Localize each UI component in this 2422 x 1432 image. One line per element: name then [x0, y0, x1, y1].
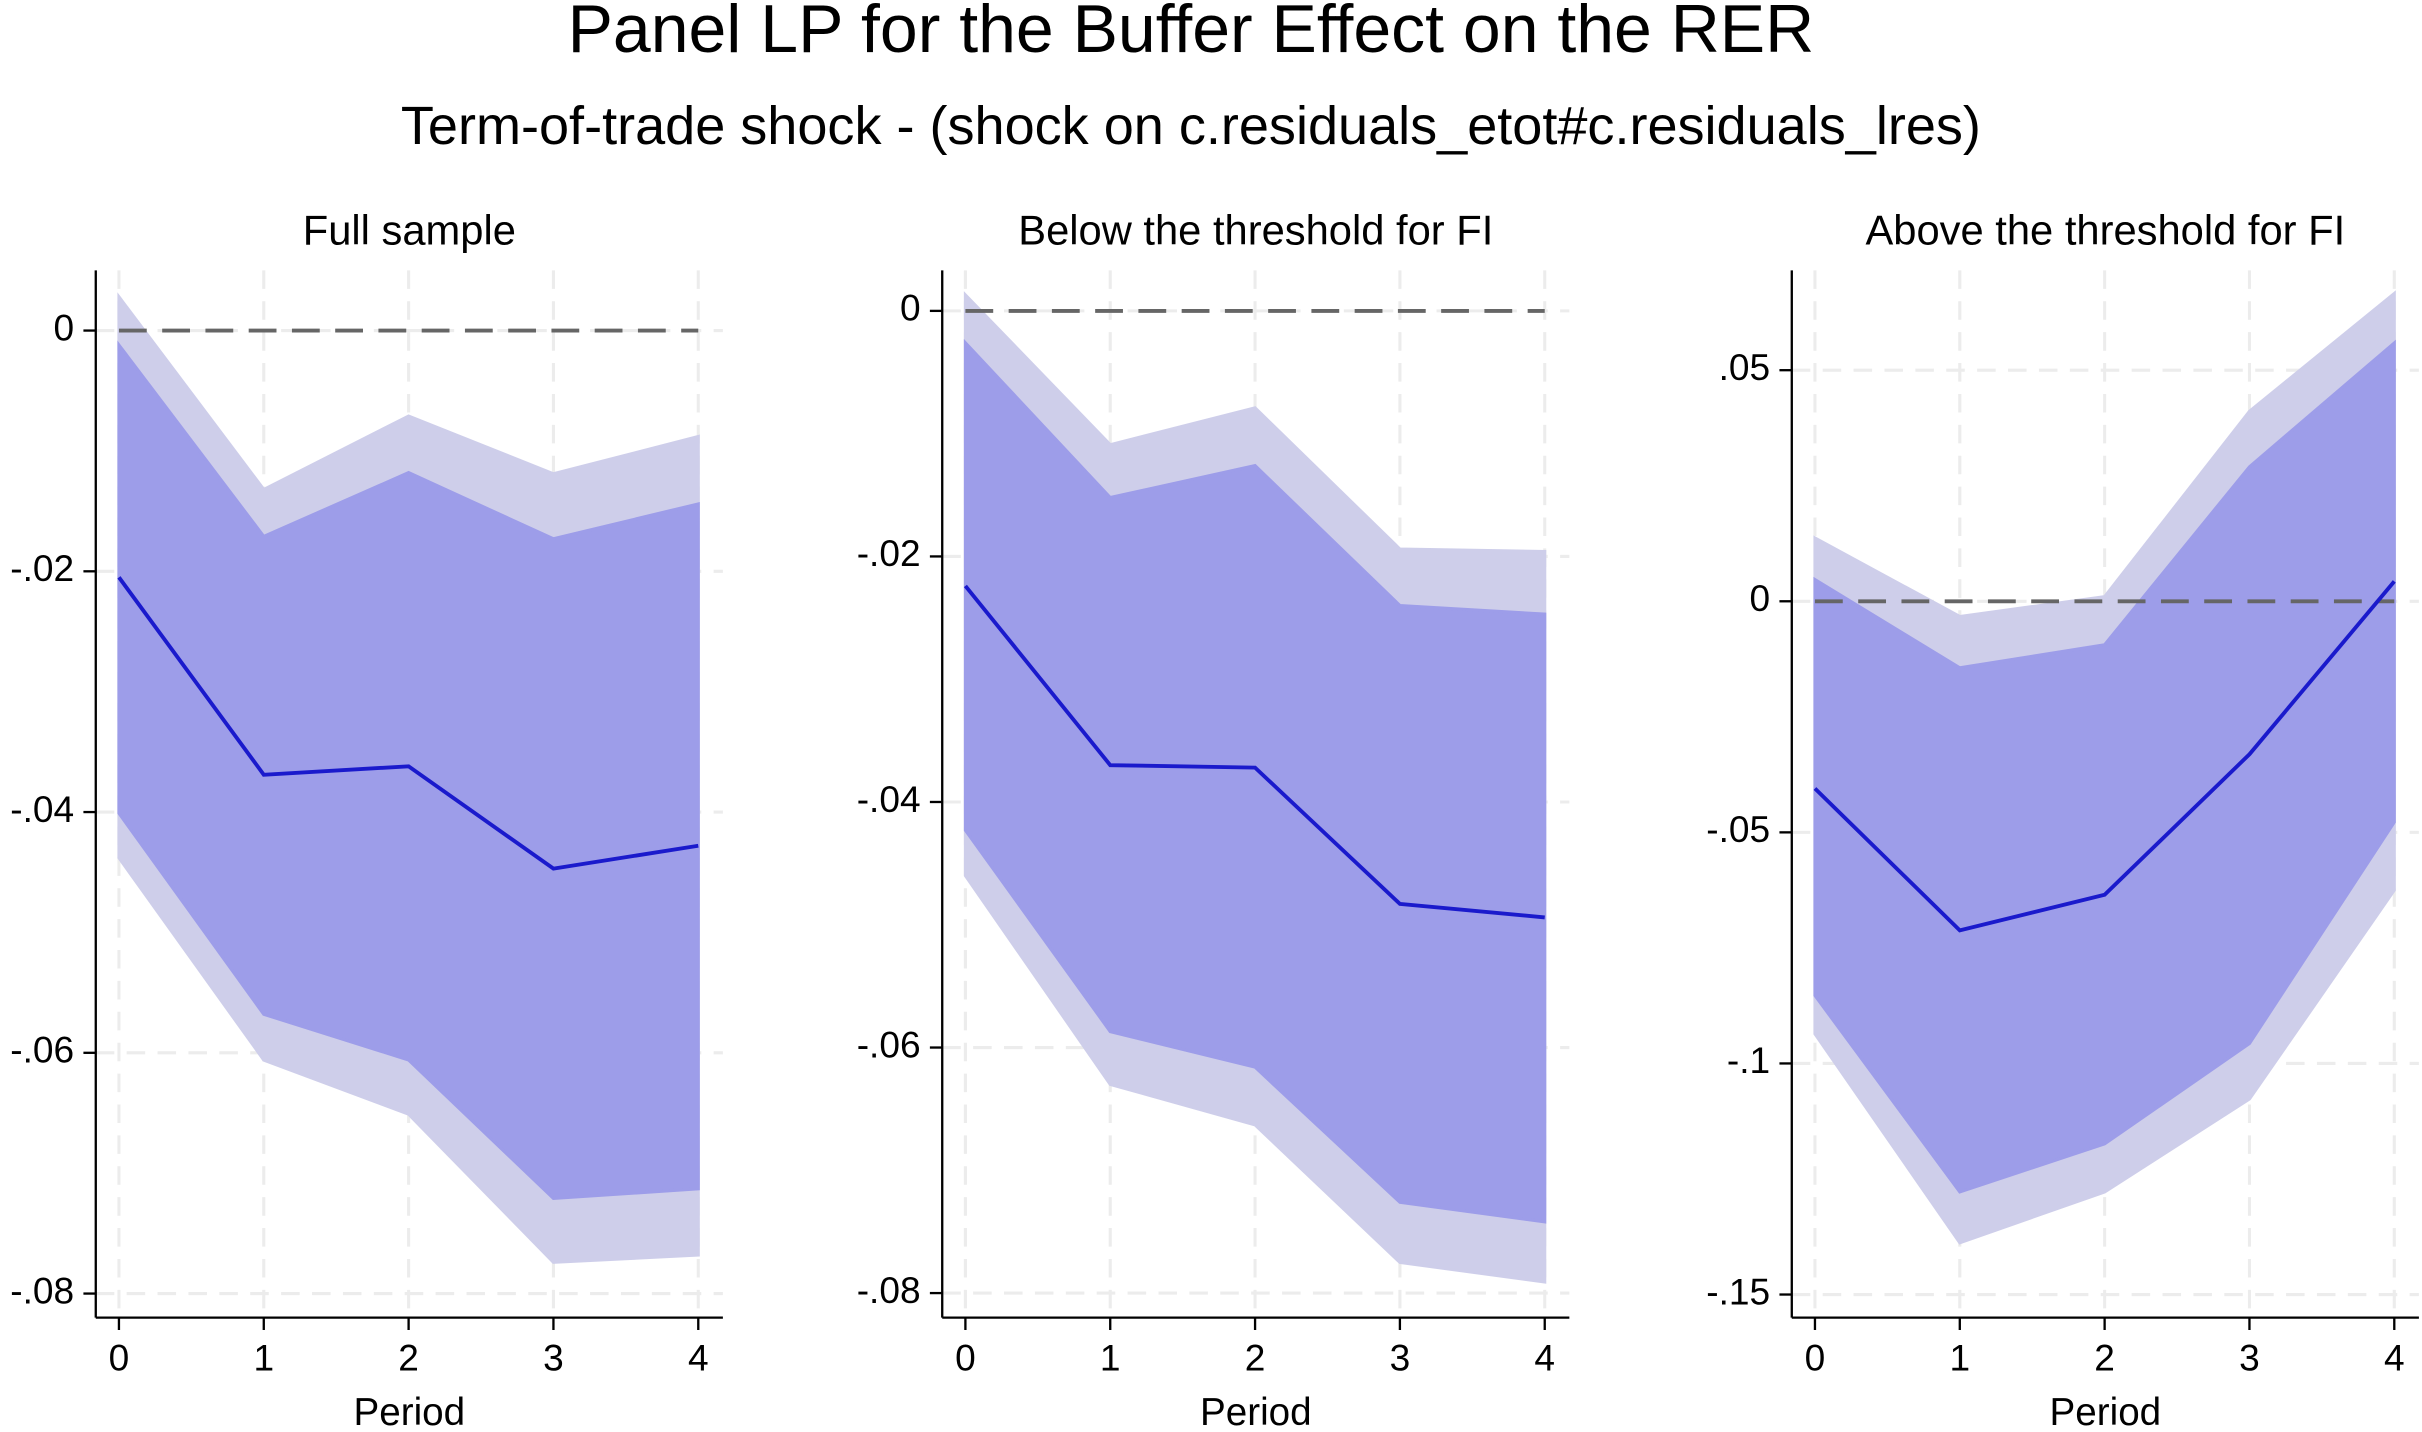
x-axis-label: Period: [2050, 1391, 2162, 1432]
y-tick-label: -.08: [857, 1269, 921, 1311]
y-tick-label: .05: [1719, 346, 1771, 388]
chart-subtitle: Term-of-trade shock - (shock on c.residu…: [401, 96, 1981, 156]
chart-title: Panel LP for the Buffer Effect on the RE…: [568, 0, 1815, 67]
y-tick-label: -.06: [10, 1029, 74, 1071]
x-axis-label: Period: [354, 1391, 466, 1432]
x-tick-label: 3: [543, 1337, 564, 1379]
y-tick-label: -.08: [10, 1269, 74, 1311]
y-tick-label: -.05: [1706, 808, 1770, 850]
x-tick-label: 3: [2239, 1337, 2260, 1379]
x-tick-label: 2: [1245, 1337, 1266, 1379]
panel-title: Above the threshold for FI: [1866, 206, 2346, 253]
x-tick-label: 0: [1805, 1337, 1826, 1379]
y-tick-label: 0: [900, 287, 921, 329]
y-tick-label: -.04: [10, 788, 74, 830]
y-tick-label: -.02: [857, 532, 921, 574]
x-tick-label: 0: [109, 1337, 130, 1379]
panel-title: Below the threshold for FI: [1018, 206, 1493, 253]
x-tick-label: 4: [688, 1337, 709, 1379]
x-axis-label: Period: [1200, 1391, 1312, 1432]
y-tick-label: -.15: [1706, 1270, 1770, 1312]
x-tick-label: 2: [398, 1337, 419, 1379]
confidence-band: [117, 340, 700, 1201]
y-tick-label: -.02: [10, 547, 74, 589]
x-tick-label: 3: [1390, 1337, 1411, 1379]
y-tick-label: -.06: [857, 1023, 921, 1065]
x-tick-label: 1: [1949, 1337, 1970, 1379]
x-tick-label: 4: [1534, 1337, 1555, 1379]
x-tick-label: 0: [955, 1337, 976, 1379]
x-tick-label: 1: [1100, 1337, 1121, 1379]
line: [117, 576, 699, 871]
y-tick-label: -.04: [857, 778, 921, 820]
line: [963, 584, 1545, 920]
x-tick-label: 4: [2384, 1337, 2405, 1379]
panel-title: Full sample: [303, 206, 516, 253]
confidence-band: [963, 338, 1547, 1224]
y-tick-label: -.1: [1727, 1039, 1770, 1081]
y-tick-label: 0: [54, 306, 75, 348]
x-tick-label: 2: [2094, 1337, 2115, 1379]
line: [1813, 580, 2396, 933]
x-tick-label: 1: [253, 1337, 274, 1379]
y-tick-label: 0: [1750, 577, 1771, 619]
confidence-band: [1813, 339, 2396, 1194]
